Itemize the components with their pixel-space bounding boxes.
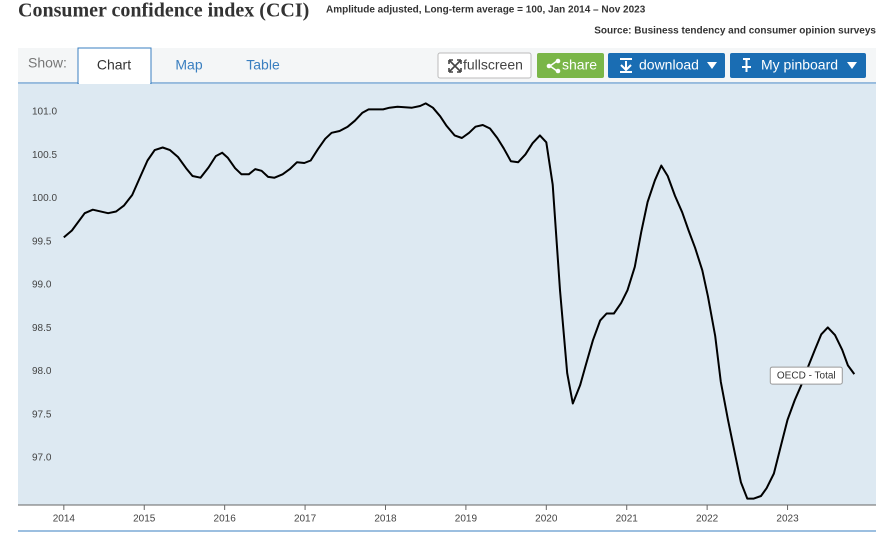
series-label-box bbox=[769, 366, 843, 385]
tab-active-cover bbox=[79, 82, 150, 85]
share-icon bbox=[555, 58, 561, 64]
y-tick-label: 97.5 bbox=[32, 409, 52, 420]
download-icon bbox=[620, 58, 632, 73]
pinboard-button[interactable] bbox=[730, 53, 866, 78]
x-tick-label: 2015 bbox=[133, 514, 156, 525]
share-icon bbox=[549, 60, 558, 72]
tab-active[interactable] bbox=[77, 47, 152, 85]
button-label[interactable]: share bbox=[562, 57, 597, 73]
line bbox=[63, 102, 856, 500]
source: Source: Business tendency and consumer o… bbox=[594, 26, 876, 37]
button-label[interactable]: download bbox=[639, 57, 699, 73]
share-icon bbox=[555, 68, 561, 74]
x-tick-label: 2022 bbox=[696, 514, 719, 525]
x-tick-label: 2016 bbox=[214, 514, 237, 525]
x-tick-label: 2017 bbox=[294, 514, 317, 525]
button-label[interactable]: fullscreen bbox=[463, 57, 523, 73]
dropdown-caret bbox=[847, 62, 857, 69]
series-label: OECD - Total bbox=[777, 371, 836, 382]
y-tick-label: 101.0 bbox=[32, 107, 57, 118]
plot-area bbox=[18, 84, 876, 505]
y-tick-label: 98.0 bbox=[32, 366, 52, 377]
share-button[interactable] bbox=[537, 53, 604, 78]
share-icon bbox=[546, 63, 552, 69]
x-tick-label: 2018 bbox=[374, 514, 397, 525]
tab[interactable]: Chart bbox=[97, 57, 131, 73]
pin-icon bbox=[742, 58, 751, 72]
y-tick-label: 99.0 bbox=[32, 280, 52, 291]
page-title: Consumer confidence index (CCI) bbox=[18, 0, 309, 22]
x-tick-label: 2023 bbox=[776, 514, 799, 525]
y-tick-label: 100.5 bbox=[32, 150, 57, 161]
tab[interactable]: Map bbox=[175, 57, 202, 73]
button-label[interactable]: My pinboard bbox=[761, 57, 838, 73]
tab[interactable]: Table bbox=[246, 57, 280, 73]
y-tick-label: 97.0 bbox=[32, 453, 52, 464]
fullscreen-icon bbox=[448, 59, 462, 73]
subtitle: Amplitude adjusted, Long-term average = … bbox=[326, 5, 646, 16]
y-tick-label: 100.0 bbox=[32, 193, 57, 204]
x-tick-label: 2019 bbox=[455, 514, 478, 525]
show-label: Show: bbox=[28, 55, 67, 71]
y-tick-label: 99.5 bbox=[32, 236, 52, 247]
y-tick-label: 98.5 bbox=[32, 323, 52, 334]
dropdown-caret bbox=[707, 62, 717, 69]
download-button[interactable] bbox=[608, 53, 725, 78]
x-tick-label: 2020 bbox=[535, 514, 558, 525]
x-tick-label: 2021 bbox=[616, 514, 639, 525]
x-tick-label: 2014 bbox=[53, 514, 76, 525]
